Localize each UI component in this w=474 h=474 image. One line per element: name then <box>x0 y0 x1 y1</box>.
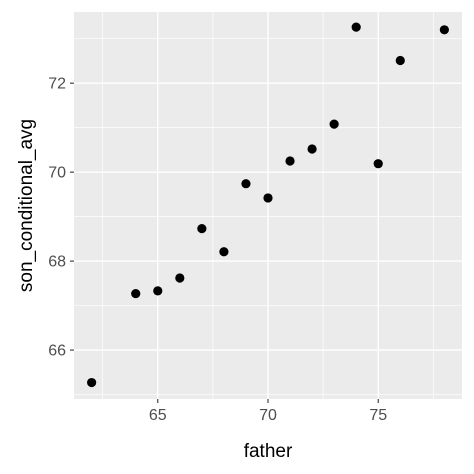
data-points <box>87 22 449 388</box>
data-point <box>373 159 383 169</box>
data-point <box>439 25 449 35</box>
x-axis-title: father <box>244 441 293 462</box>
data-point <box>307 144 317 154</box>
data-point <box>395 55 405 66</box>
major-gridlines <box>74 12 462 399</box>
data-point <box>153 286 163 296</box>
y-axis-title: son_conditional_avg <box>16 119 37 292</box>
data-point <box>87 377 97 388</box>
axis-tick-labels: 65 70 75 66 68 70 72 <box>48 76 387 424</box>
x-tick-label: 75 <box>369 407 387 424</box>
data-point <box>263 193 273 203</box>
data-point <box>197 224 207 234</box>
data-point <box>285 156 295 166</box>
data-point <box>351 22 361 32</box>
data-point <box>329 119 339 129</box>
x-tick-label: 65 <box>149 407 167 424</box>
y-tick-label: 70 <box>48 165 66 182</box>
y-tick-label: 68 <box>48 254 66 271</box>
y-tick-label: 72 <box>48 76 66 93</box>
y-tick-label: 66 <box>48 343 66 360</box>
axis-ticks <box>70 82 379 403</box>
data-point <box>131 288 141 299</box>
x-tick-label: 70 <box>259 407 277 424</box>
data-point <box>175 273 185 283</box>
data-point <box>219 247 229 257</box>
data-point <box>241 179 251 189</box>
